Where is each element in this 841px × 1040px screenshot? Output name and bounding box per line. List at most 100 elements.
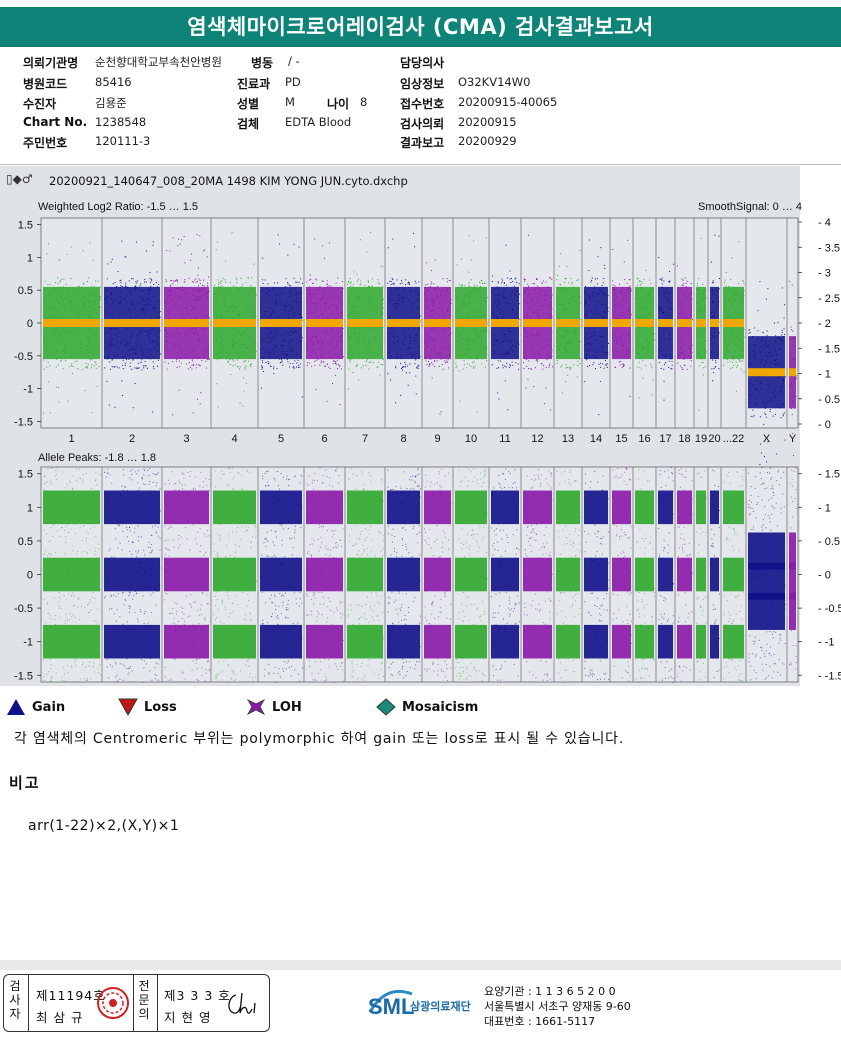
signal-point — [710, 334, 712, 336]
signal-point — [510, 282, 512, 284]
signal-point — [424, 339, 426, 341]
signal-point — [333, 302, 335, 304]
signal-point — [336, 308, 338, 310]
signal-point — [442, 368, 444, 370]
signal-point — [176, 328, 178, 330]
signal-point — [505, 297, 507, 299]
signal-point — [639, 302, 641, 304]
allele-point — [95, 516, 97, 518]
allele-point — [148, 541, 150, 543]
signal-point — [712, 336, 714, 338]
allele-point — [55, 515, 57, 517]
signal-point — [594, 357, 596, 359]
signal-point — [584, 301, 586, 303]
signal-point — [541, 363, 543, 365]
signal-point — [543, 314, 545, 316]
signal-point — [355, 365, 357, 367]
allele-point — [93, 575, 95, 577]
allele-point — [126, 628, 128, 630]
signal-point — [205, 314, 207, 316]
signal-point — [218, 328, 220, 330]
signal-point — [615, 337, 617, 339]
signal-point — [318, 289, 320, 291]
signal-point — [699, 356, 701, 358]
signal-point — [495, 306, 497, 308]
signal-point — [688, 355, 690, 357]
allele-point — [76, 479, 78, 481]
signal-point — [313, 344, 315, 346]
signal-point — [573, 364, 575, 366]
signal-point — [238, 357, 240, 359]
signal-point — [250, 308, 252, 310]
allele-band — [104, 490, 160, 525]
signal-point — [75, 295, 77, 297]
signal-point — [577, 376, 579, 378]
allele-point — [49, 645, 51, 647]
signal-point — [593, 362, 595, 364]
signal-point — [603, 310, 605, 312]
signal-point — [409, 363, 411, 365]
signal-point — [455, 289, 457, 291]
signal-point — [140, 313, 142, 315]
info-val: 120111-3 — [95, 134, 151, 148]
signal-point — [621, 288, 623, 290]
signal-point — [93, 308, 95, 310]
allele-point — [178, 653, 180, 655]
allele-point — [106, 640, 108, 642]
signal-point — [569, 311, 571, 313]
signal-point — [89, 359, 91, 361]
signal-point — [229, 363, 231, 365]
allele-point — [164, 637, 166, 639]
signal-point — [481, 280, 483, 282]
signal-point — [459, 283, 461, 285]
signal-point — [298, 246, 300, 248]
signal-point — [241, 327, 243, 329]
chromosome-label: 8 — [400, 433, 406, 445]
allele-point — [83, 525, 85, 527]
signal-point — [387, 328, 389, 330]
signal-point — [190, 287, 192, 289]
signal-point — [626, 351, 628, 353]
signal-point — [438, 365, 440, 367]
signal-point — [736, 294, 738, 296]
allele-point — [106, 496, 108, 498]
signal-point — [195, 278, 197, 280]
signal-point — [459, 333, 461, 335]
info-key: 결과보고 — [400, 136, 445, 150]
signal-point — [340, 341, 342, 343]
signal-point — [621, 366, 623, 368]
allele-point — [61, 471, 63, 473]
signal-point — [509, 331, 511, 333]
signal-point — [660, 337, 662, 339]
signal-point — [198, 291, 200, 293]
signal-point — [504, 297, 506, 299]
signal-point — [651, 367, 653, 369]
signal-point — [319, 339, 321, 341]
signal-point — [793, 338, 795, 340]
allele-point — [66, 571, 68, 573]
signal-point — [296, 293, 298, 295]
signal-point — [264, 279, 266, 281]
signal-point — [195, 367, 197, 369]
signal-point — [137, 338, 139, 340]
signal-point — [91, 286, 93, 288]
signal-point — [95, 331, 97, 333]
signal-point — [85, 308, 87, 310]
signal-point — [665, 318, 667, 320]
signal-point — [700, 306, 702, 308]
signal-point — [63, 349, 65, 351]
signal-point — [232, 365, 234, 367]
signal-point — [568, 282, 570, 284]
signal-point — [464, 304, 466, 306]
signal-point — [636, 284, 638, 286]
signal-point — [780, 339, 782, 341]
signal-point — [323, 289, 325, 291]
signal-point — [112, 301, 114, 303]
allele-point — [133, 624, 135, 626]
allele-point — [71, 595, 73, 597]
allele-point — [90, 487, 92, 489]
signal-point — [165, 280, 167, 282]
signal-point — [551, 351, 553, 353]
signal-point — [481, 363, 483, 365]
signal-point — [784, 376, 786, 378]
